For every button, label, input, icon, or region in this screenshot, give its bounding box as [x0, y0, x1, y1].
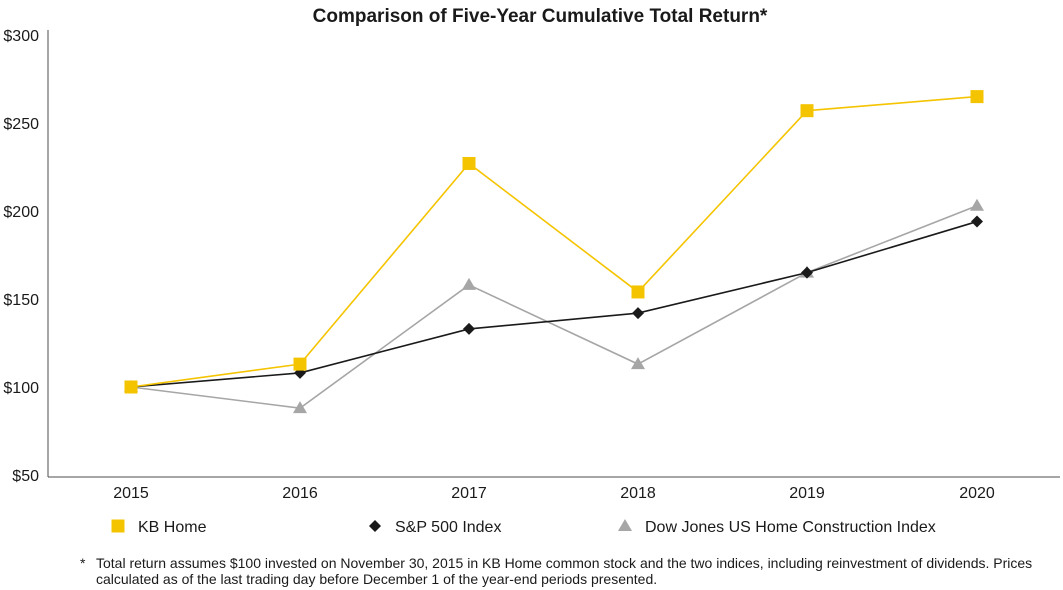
y-tick-label: $150 — [3, 292, 39, 309]
legend-label: Dow Jones US Home Construction Index — [645, 519, 936, 536]
series-line — [130, 204, 978, 409]
data-point — [462, 156, 476, 170]
legend-marker — [111, 519, 125, 533]
data-point — [970, 198, 984, 211]
data-point — [801, 266, 813, 279]
legend: KB Home S&P 500 Index Dow Jones US Home Co… — [111, 519, 936, 536]
y-axis-ticks: $50 $100 $150 $200 $250 $300 — [3, 28, 39, 485]
data-point — [124, 380, 138, 394]
data-point — [462, 277, 476, 290]
series-line — [130, 95, 978, 388]
series-diamond — [125, 215, 983, 393]
footnote-mark: * — [80, 555, 86, 571]
series-line — [130, 220, 978, 388]
y-tick-label: $100 — [3, 380, 39, 397]
data-point — [800, 104, 814, 118]
x-tick-label: 2016 — [282, 485, 318, 502]
chart-title: Comparison of Five-Year Cumulative Total… — [313, 6, 768, 27]
data-point — [632, 307, 644, 320]
data-point — [293, 357, 307, 371]
legend-marker — [618, 519, 632, 531]
cumulative-return-chart: Comparison of Five-Year Cumulative Total… — [3, 6, 1060, 536]
y-tick-label: $200 — [3, 204, 39, 221]
x-tick-label: 2020 — [959, 485, 995, 502]
x-tick-label: 2019 — [789, 485, 825, 502]
series-triangle — [124, 198, 984, 414]
series-layer — [124, 90, 984, 414]
y-tick-label: $50 — [12, 468, 39, 485]
x-tick-label: 2015 — [113, 485, 149, 502]
data-point — [463, 322, 475, 335]
x-tick-label: 2018 — [620, 485, 656, 502]
x-tick-label: 2017 — [451, 485, 487, 502]
data-point — [631, 285, 645, 299]
series-square — [124, 90, 984, 394]
data-point — [293, 401, 307, 414]
y-tick-label: $300 — [3, 28, 39, 45]
data-point — [970, 90, 984, 104]
data-point — [631, 357, 645, 370]
footnote: * Total return assumes $100 invested on … — [80, 555, 1040, 587]
legend-label: KB Home — [138, 519, 207, 536]
data-point — [971, 215, 983, 228]
y-tick-label: $250 — [3, 116, 39, 133]
x-axis-ticks: 2015 2016 2017 2018 2019 2020 — [113, 485, 995, 502]
footnote-text: Total return assumes $100 invested on No… — [96, 555, 1033, 587]
legend-marker — [369, 520, 381, 532]
legend-label: S&P 500 Index — [395, 519, 501, 536]
